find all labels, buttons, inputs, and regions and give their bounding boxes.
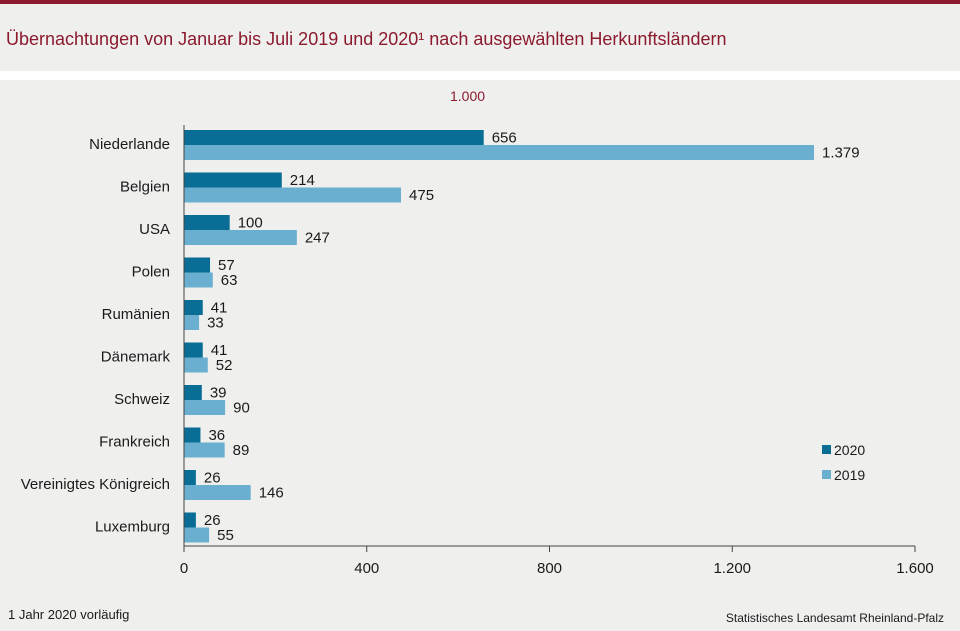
- category-label: Schweiz: [114, 391, 170, 408]
- bar-2019: [184, 145, 815, 160]
- bar-2019: [184, 442, 225, 458]
- data-label-2020: 656: [492, 130, 517, 147]
- legend-item-2019: 2019: [822, 462, 865, 487]
- category-label: Niederlande: [89, 136, 170, 153]
- unit-label: 1.000: [450, 88, 486, 104]
- x-tick-label: 1.600: [896, 560, 934, 577]
- bar-2019: [184, 400, 226, 415]
- category-label: Frankreich: [99, 434, 170, 451]
- bar-2020: [184, 130, 484, 145]
- source-credit: Statistisches Landesamt Rheinland-Pfalz: [725, 611, 944, 625]
- data-label-2020: 100: [238, 215, 263, 232]
- data-label-2019: 1.379: [822, 145, 860, 162]
- x-tick-label: 0: [180, 560, 188, 577]
- bar-2019: [184, 527, 210, 543]
- data-label-2020: 26: [204, 470, 221, 487]
- data-label-2019: 63: [221, 272, 238, 289]
- chart-title: Übernachtungen von Januar bis Juli 2019 …: [6, 29, 727, 49]
- category-label: USA: [139, 221, 170, 238]
- bar-2020: [184, 470, 196, 485]
- data-label-2019: 475: [409, 187, 434, 204]
- category-label: Vereinigtes Königreich: [21, 476, 170, 493]
- data-label-2020: 57: [218, 257, 235, 274]
- chart-header: Übernachtungen von Januar bis Juli 2019 …: [0, 4, 960, 71]
- chart-panel: [0, 80, 960, 631]
- data-label-2019: 90: [233, 400, 250, 417]
- header-separator: [0, 71, 960, 80]
- legend-swatch-2020: [822, 445, 831, 454]
- x-tick-label: 800: [537, 560, 562, 577]
- top-accent-bar: [0, 0, 960, 4]
- bar-2020: [184, 257, 211, 273]
- data-label-2020: 214: [290, 172, 315, 189]
- data-label-2019: 33: [207, 315, 224, 332]
- legend-swatch-2019: [822, 470, 831, 479]
- category-label: Luxemburg: [95, 519, 170, 536]
- bar-2019: [184, 357, 208, 373]
- data-label-2019: 52: [216, 357, 233, 374]
- legend-label-2020: 2020: [834, 441, 866, 458]
- data-label-2020: 41: [211, 300, 228, 317]
- bar-2020: [184, 300, 203, 315]
- bar-2020: [184, 215, 230, 230]
- data-label-2019: 55: [217, 527, 234, 544]
- bar-2019: [184, 230, 297, 245]
- x-tick-label: 1.200: [713, 560, 751, 577]
- bar-2019: [184, 187, 402, 203]
- bar-2020: [184, 172, 282, 188]
- category-label: Rumänien: [102, 306, 170, 323]
- bar-2019: [184, 485, 251, 500]
- data-label-2020: 26: [204, 512, 221, 529]
- legend-label-2019: 2019: [834, 466, 866, 483]
- legend: 2020 2019: [822, 437, 865, 487]
- data-label-2019: 247: [305, 230, 330, 247]
- category-label: Polen: [132, 264, 170, 281]
- category-label: Belgien: [120, 179, 170, 196]
- bar-2020: [184, 512, 196, 528]
- bar-2019: [184, 272, 213, 288]
- bar-2019: [184, 315, 200, 330]
- data-label-2019: 146: [259, 485, 284, 502]
- data-label-2019: 89: [233, 442, 250, 459]
- legend-item-2020: 2020: [822, 437, 865, 462]
- data-label-2020: 36: [208, 427, 225, 444]
- bar-2020: [184, 385, 202, 400]
- x-tick-label: 400: [354, 560, 379, 577]
- category-label: Dänemark: [101, 349, 171, 366]
- footnote: 1 Jahr 2020 vorläufig: [8, 607, 130, 622]
- bar-2020: [184, 427, 201, 443]
- data-label-2020: 39: [210, 385, 227, 402]
- data-label-2020: 41: [211, 342, 228, 359]
- bar-2020: [184, 342, 203, 358]
